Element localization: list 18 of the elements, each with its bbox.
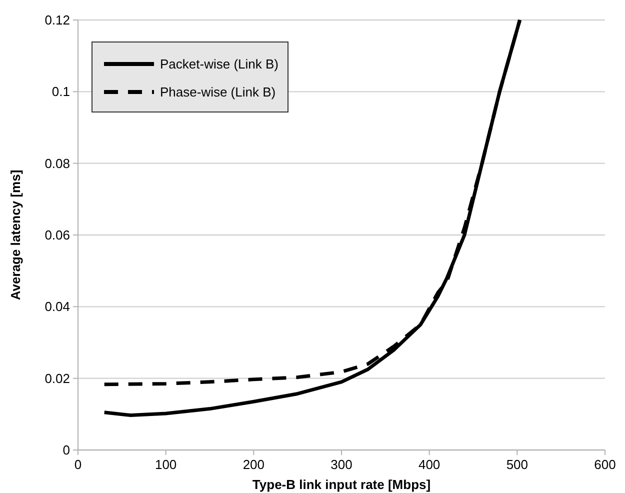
y-tick-label: 0.04 bbox=[44, 299, 70, 314]
legend-label: Phase-wise (Link B) bbox=[160, 84, 276, 100]
y-tick-label: 0.08 bbox=[44, 156, 70, 171]
legend-label: Packet-wise (Link B) bbox=[160, 56, 278, 72]
x-tick-label: 100 bbox=[154, 457, 177, 472]
x-tick-label: 600 bbox=[594, 457, 616, 472]
x-axis-title: Type-B link input rate [Mbps] bbox=[252, 477, 431, 492]
x-tick-label: 400 bbox=[418, 457, 440, 472]
y-axis-title: Average latency [ms] bbox=[8, 170, 23, 300]
x-tick-label: 500 bbox=[506, 457, 528, 472]
x-tick-label: 300 bbox=[330, 457, 352, 472]
x-tick-label: 200 bbox=[242, 457, 265, 472]
y-tick-label: 0.1 bbox=[52, 84, 70, 100]
y-tick-label: 0.06 bbox=[44, 228, 70, 243]
y-tick-label: 0 bbox=[62, 442, 70, 458]
x-tick-label: 0 bbox=[74, 457, 82, 472]
y-tick-label: 0.02 bbox=[44, 370, 70, 386]
y-tick-label: 0.12 bbox=[44, 12, 70, 28]
